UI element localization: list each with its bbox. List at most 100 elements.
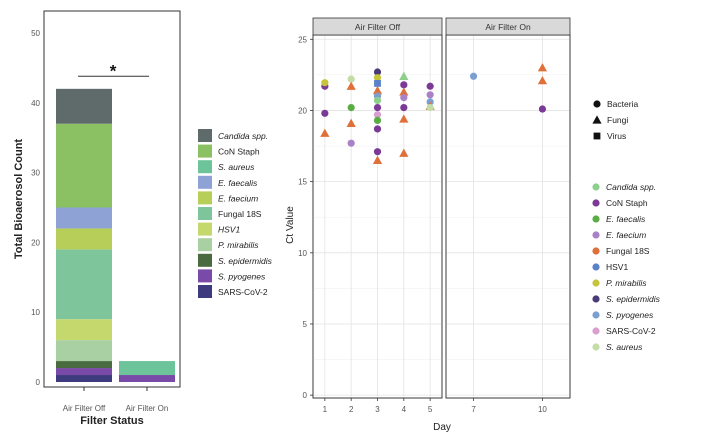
scatter-y-axis-title: Ct Value [285,206,296,244]
strip-label-air-filter-off: Air Filter Off [355,22,401,32]
scatter-point [537,75,548,85]
scatter-y-tick-label: 15 [298,178,307,187]
bar-legend-key-e-faecium [198,191,212,205]
shape-legend-key-fungi [592,115,602,124]
scatter-x-tick-label: 1 [323,405,328,414]
scatter-point [373,148,382,156]
color-legend-label-s-aureus: S. aureus [606,342,643,352]
bar-legend-label-fungal-18s: Fungal 18S [218,209,262,219]
bar-x-axis-title: Filter Status [80,415,144,427]
bar-y-tick-label: 20 [31,238,40,247]
scatter-point [372,85,383,95]
scatter-y-axis: 0 5 10 15 20 25 [298,35,313,400]
bar-legend: Candida spp. CoN Staph S. aureus E. faecali… [198,129,273,298]
strip-label-air-filter-on: Air Filter On [485,22,531,32]
scatter-point [399,148,409,157]
shape-legend-label-bacteria: Bacteria [607,99,638,109]
scatter-x-tick-label: 4 [402,405,407,414]
bar-y-axis-title: Total Bioaerosol Count [13,139,25,260]
shape-legend-key-bacteria [593,100,601,108]
color-legend-key-candida-spp [592,183,600,191]
scatter-point [346,81,356,90]
scatter-point [373,111,382,119]
bar-legend-key-s-pyogenes [198,269,212,283]
shape-legend: Bacteria Fungi Virus [592,99,638,141]
bar-x-tick-label: Air Filter On [126,404,169,413]
bar-segment-con-staph [56,123,112,208]
scatter-y-tick-label: 5 [303,320,308,329]
bar-legend-key-fungal-18s [198,207,212,220]
scatter-y-tick-label: 0 [303,391,308,400]
significance-star: * [110,62,117,81]
bar-x-tick-label: Air Filter Off [63,404,106,413]
scatter-point [347,104,355,112]
color-legend-label-e-faecium: E. faecium [606,230,646,240]
bar-legend-label-e-faecalis: E. faecalis [218,178,258,188]
bar-y-axis: 0 10 20 30 40 50 [31,29,40,387]
bar-legend-label-con-staph: CoN Staph [218,147,260,157]
bar-y-tick-label: 10 [31,308,40,317]
scatter-point [399,87,409,96]
scatter-points [320,63,548,164]
bar-segment-e-faecium [56,228,112,250]
bar-segment-s-pyogenes [56,368,112,376]
bar-legend-label-p-mirabilis: P. mirabilis [218,240,259,250]
scatter-point [373,96,382,105]
scatter-y-tick-label: 25 [298,35,307,44]
scatter-point [347,139,355,147]
bar-segment-s-epidermidis [56,361,112,369]
scatter-y-tick-label: 10 [298,249,307,258]
bar-segment-sars-cov-2 [56,375,112,382]
bar-legend-key-s-aureus [198,160,212,174]
scatter-x-tick-label: 10 [538,405,547,414]
scatter-point [321,79,329,87]
scatter-point [400,104,408,112]
scatter-y-tick-label: 20 [298,106,307,115]
scatter-point [400,94,408,102]
bar-legend-key-sars-cov-2 [198,285,212,298]
color-legend-key-s-epidermidis [592,295,600,303]
scatter-x-tick-label: 5 [428,405,433,414]
scatter-x-axis-title: Day [433,422,451,433]
scatter-point [373,68,382,76]
bar-stacks [56,88,175,382]
panel-air-filter-on [445,34,571,399]
bar-legend-label-hsv1: HSV1 [218,225,240,235]
color-legend-label-e-faecalis: E. faecalis [606,214,646,224]
bar-x-axis: Air Filter Off Air Filter On [63,387,169,413]
bar-legend-key-con-staph [198,144,212,158]
color-legend-key-sars-cov-2 [592,327,600,335]
bar-legend-key-e-faecalis [198,175,212,189]
scatter-point [321,109,329,117]
bar-legend-key-s-epidermidis [198,253,212,267]
bar-y-tick-label: 40 [31,99,40,108]
scatter-x-tick-label: 3 [375,405,380,414]
bar-segment-s-aureus [119,361,175,376]
color-legend: Candida spp. CoN Staph E. faecalis E. faeci… [592,182,661,352]
color-legend-key-s-aureus [592,343,600,351]
shape-legend-label-fungi: Fungi [607,115,628,125]
color-legend-label-p-mirabilis: P. mirabilis [606,278,647,288]
scatter-x-tick-label: 2 [349,405,354,414]
bar-segment-p-mirabilis [56,340,112,362]
color-legend-key-hsv1 [592,263,600,271]
scatter-point [374,80,381,87]
scatter-point [426,91,434,99]
scatter-point [373,104,382,112]
bar-plot-border [43,10,181,388]
color-legend-label-sars-cov-2: SARS-CoV-2 [606,326,656,336]
strip-air-filter-on [445,17,571,36]
scatter-point [399,114,409,123]
color-legend-label-con-staph: CoN Staph [606,198,648,208]
bar-segment-hsv1 [56,319,112,341]
bar-legend-key-hsv1 [198,222,212,236]
bar-segment-s-pyogenes [119,375,175,382]
color-legend-label-s-epidermidis: S. epidermidis [606,294,661,304]
bar-legend-label-s-aureus: S. aureus [218,162,255,172]
bar-segment-e-faecalis [56,207,112,229]
color-legend-key-e-faecium [592,231,600,239]
scatter-point [372,155,383,164]
bar-segment-fungal-18s [56,249,112,320]
scatter-point [400,81,408,89]
